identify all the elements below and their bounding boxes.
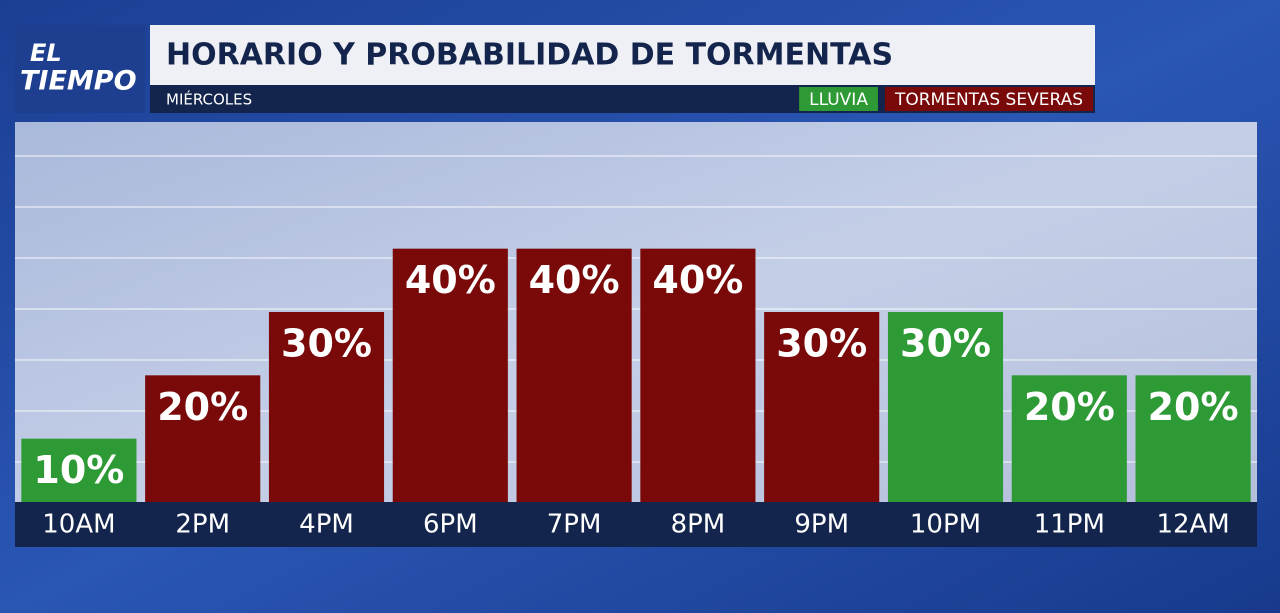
subtitle: MIÉRCOLES (166, 90, 252, 109)
legend-label: TORMENTAS SEVERAS (894, 90, 1083, 110)
logo-line: TIEMPO (20, 66, 137, 97)
bar (392, 248, 508, 502)
bar (1011, 375, 1127, 502)
x-tick-label: 8PM (671, 510, 726, 540)
bar (764, 312, 880, 502)
bar (1135, 375, 1251, 502)
value-label: 10% (33, 448, 124, 492)
bar (640, 248, 756, 502)
x-tick-label: 9PM (794, 510, 849, 540)
bar (887, 312, 1004, 502)
legend-swatch (884, 87, 1093, 111)
value-label: 20% (1024, 385, 1115, 429)
value-label: 30% (900, 322, 991, 366)
legend-swatch (799, 87, 878, 111)
value-label: 30% (776, 322, 867, 366)
category-band (15, 502, 1257, 547)
value-label: 20% (1148, 385, 1239, 429)
x-tick-label: 11PM (1034, 510, 1105, 540)
chart-title: HORARIO Y PROBABILIDAD DE TORMENTAS (166, 38, 893, 73)
logo-box (15, 25, 145, 113)
bar (268, 312, 385, 502)
x-tick-label: 10AM (42, 510, 115, 540)
bar (21, 438, 137, 502)
value-label: 40% (405, 258, 496, 302)
logo-line: EL (30, 39, 62, 67)
bar (145, 375, 261, 502)
title-bar (150, 25, 1095, 85)
value-label: 30% (281, 322, 372, 366)
x-tick-label: 4PM (299, 510, 354, 540)
x-tick-label: 12AM (1156, 510, 1229, 540)
value-label: 40% (652, 258, 743, 302)
bar (516, 248, 632, 502)
value-label: 20% (157, 385, 248, 429)
legend-label: LLUVIA (809, 90, 868, 110)
x-tick-label: 10PM (910, 510, 981, 540)
value-label: 40% (529, 258, 620, 302)
x-tick-label: 6PM (423, 510, 478, 540)
x-tick-label: 7PM (547, 510, 602, 540)
x-tick-label: 2PM (175, 510, 230, 540)
